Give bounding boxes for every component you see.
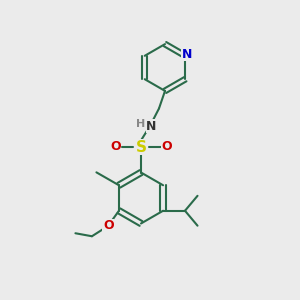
Text: S: S: [136, 140, 146, 154]
Text: H: H: [136, 118, 145, 129]
Text: O: O: [103, 219, 114, 232]
Text: N: N: [146, 119, 157, 133]
Text: O: O: [110, 140, 121, 154]
Text: N: N: [182, 48, 192, 61]
Text: O: O: [161, 140, 172, 154]
